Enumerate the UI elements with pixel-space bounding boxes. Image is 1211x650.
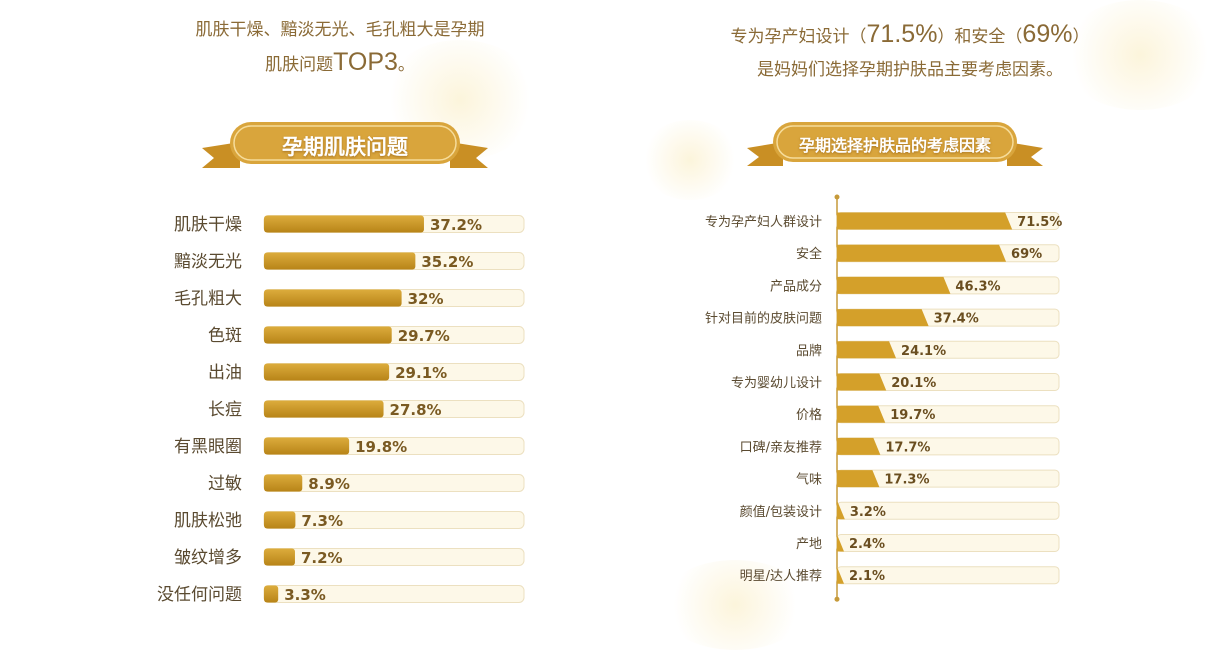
data-label: 35.2% [421,253,473,271]
left-headline: 肌肤干燥、黯淡无光、毛孔粗大是孕期 肌肤问题TOP3。 [130,14,550,81]
bar [837,309,929,327]
left-headline-top3: TOP3 [333,48,398,76]
bar [837,502,845,520]
data-label: 37.4% [934,312,979,327]
bar [264,548,295,566]
right-headline-part3: ） [1072,27,1090,47]
data-label: 7.3% [301,512,343,530]
data-label: 46.3% [955,279,1000,294]
bar [264,437,350,455]
axis-dot [834,194,840,200]
data-label: 71.5% [1017,215,1062,230]
bar [837,341,897,359]
category-label: 毛孔粗大 [174,289,242,309]
left-headline-line2-post: 。 [397,55,415,75]
data-label: 69% [1011,247,1042,262]
bar [837,470,880,488]
data-label: 3.3% [284,586,326,604]
bar [837,212,1013,230]
right-headline-line1: 专为孕产妇设计（71.5%）和安全（69%） [630,18,1190,54]
category-label: 肌肤干燥 [174,215,242,235]
category-label: 明星/达人推荐 [740,569,822,584]
data-label: 17.3% [884,473,929,488]
data-label: 17.7% [885,440,930,455]
bar [264,326,392,344]
data-label: 29.1% [395,364,447,382]
data-label: 20.1% [891,376,936,391]
category-label: 口碑/亲友推荐 [740,439,822,455]
category-label: 专为婴幼儿设计 [731,376,822,391]
category-label: 皱纹增多 [174,548,242,568]
data-label: 32% [408,290,444,308]
category-label: 出油 [208,363,242,383]
data-label: 2.4% [849,537,885,552]
bar [264,511,296,529]
right-ribbon-banner: 孕期选择护肤品的考虑因素 [745,118,1045,172]
left-headline-line2-pre: 肌肤问题 [265,55,334,75]
category-label: 产地 [796,537,822,552]
left-panel: 肌肤干燥、黯淡无光、毛孔粗大是孕期 肌肤问题TOP3。 孕期肌肤问题 肌肤干燥 3… [0,0,600,626]
bar-track [263,474,525,492]
bar [837,373,887,391]
bar [264,289,402,307]
left-headline-line1: 肌肤干燥、黯淡无光、毛孔粗大是孕期 [195,20,485,40]
category-label: 没任何问题 [157,585,242,605]
data-label: 27.8% [390,401,442,419]
category-label: 安全 [796,246,822,262]
bar [264,252,416,270]
category-label: 颜值/包装设计 [740,504,822,520]
ribbon-shape [747,122,1043,166]
axis-dot [834,596,840,602]
left-headline-line2: 肌肤问题TOP3。 [130,46,550,81]
bar [264,215,424,233]
category-label: 品牌 [796,343,822,359]
category-label: 肌肤松弛 [174,511,242,531]
bar [264,585,279,603]
data-label: 24.1% [901,344,946,359]
right-headline-pct1: 71.5% [866,20,938,48]
bar [837,405,886,423]
category-label: 价格 [796,407,822,423]
right-panel: 专为孕产妇设计（71.5%）和安全（69%） 是妈妈们选择孕期护肤品主要考虑因素… [600,0,1211,626]
category-label: 气味 [796,472,822,488]
data-label: 8.9% [308,475,350,493]
right-headline-part2: ）和安全（ [937,27,1023,47]
category-label: 色斑 [208,326,242,346]
category-label: 过敏 [208,474,242,494]
category-label: 产品成分 [770,279,822,294]
category-label: 黯淡无光 [174,252,242,272]
data-label: 19.8% [355,438,407,456]
right-headline: 专为孕产妇设计（71.5%）和安全（69%） 是妈妈们选择孕期护肤品主要考虑因素… [630,18,1190,87]
data-label: 29.7% [398,327,450,345]
bar [264,363,390,381]
right-headline-part1: 专为孕产妇设计（ [730,27,867,47]
category-label: 针对目前的皮肤问题 [705,311,822,327]
right-headline-line2: 是妈妈们选择孕期护肤品主要考虑因素。 [757,60,1063,80]
data-label: 2.1% [849,569,885,584]
right-bar-chart: 专为孕产妇人群设计 71.5% 安全 69% 产品成分 46.3% 针对目前的皮肤问题 37.… [705,194,1062,602]
data-label: 7.2% [301,549,343,567]
bar [837,437,881,455]
bar [264,474,303,492]
bar [837,566,844,584]
bar [837,534,844,552]
data-label: 19.7% [890,408,935,423]
category-label: 有黑眼圈 [174,437,242,457]
right-headline-pct2: 69% [1022,20,1073,48]
bar [837,276,951,294]
left-ribbon-banner: 孕期肌肤问题 [200,118,490,174]
left-bar-chart: 肌肤干燥 37.2% 黯淡无光 35.2% 毛孔粗大 32% 色斑 29.7% 出油 29.1% 长… [157,215,525,605]
bar [264,400,384,418]
bar [837,244,1007,262]
data-label: 3.2% [850,505,886,520]
ribbon-shape [202,122,488,168]
left-ribbon-title: 孕期肌肤问题 [282,135,408,159]
right-ribbon-title: 孕期选择护肤品的考虑因素 [798,136,991,155]
category-label: 长痘 [208,400,242,420]
data-label: 37.2% [430,216,482,234]
category-label: 专为孕产妇人群设计 [705,214,822,230]
